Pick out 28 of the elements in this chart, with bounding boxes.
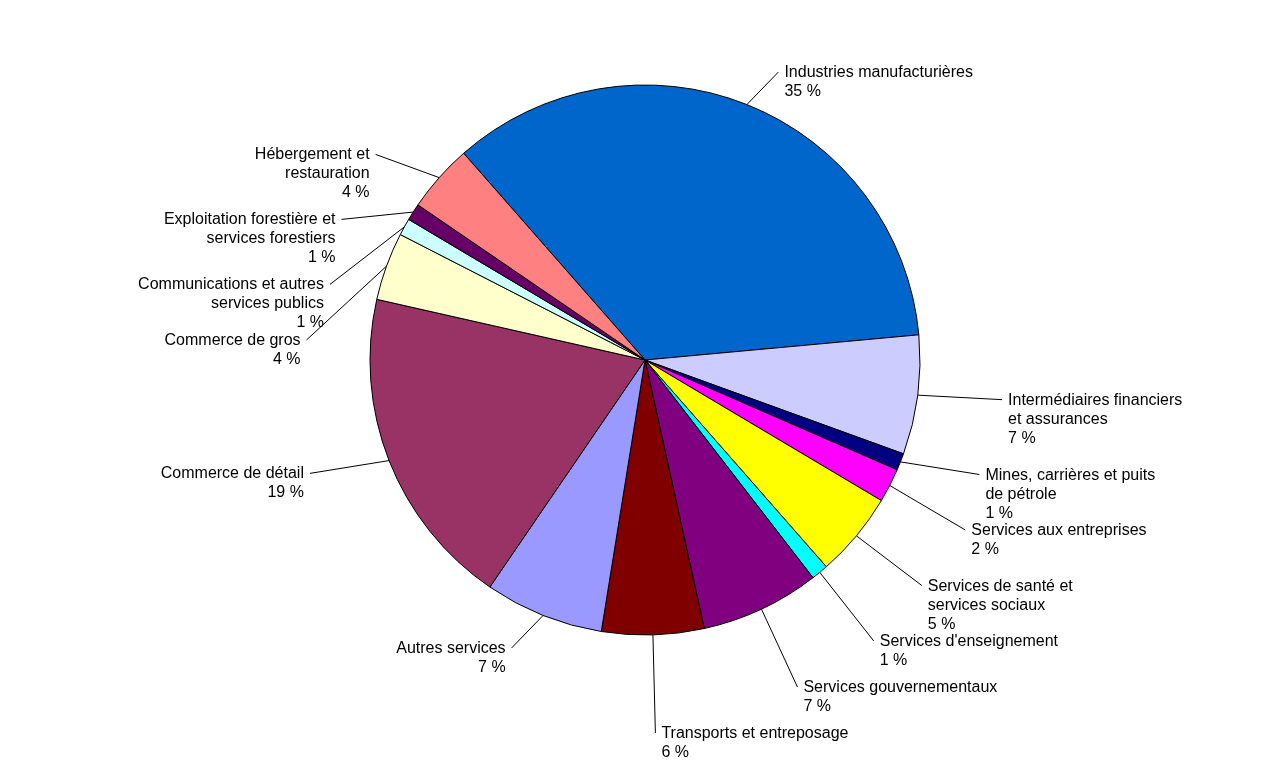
data-label: 7 % <box>478 657 506 675</box>
slice-label: Services de santé et services sociaux <box>927 576 1074 613</box>
data-label: 1 % <box>879 651 908 668</box>
slice-label: Commerce de gros <box>164 330 301 348</box>
data-label: 2 % <box>971 540 999 557</box>
slice-label: Industries manufacturières <box>784 63 973 81</box>
data-label: 1 % <box>296 313 324 331</box>
slice-label: Hébergement et restauration <box>254 145 371 182</box>
data-label: 5 % <box>927 614 956 632</box>
data-label: 7 % <box>1008 428 1036 446</box>
slice-label: Services d'enseignement <box>879 632 1059 649</box>
slice-label: Services aux entreprises <box>971 521 1147 538</box>
slice-label: Communications et autres services publics <box>138 275 324 312</box>
slice-label: Exploitation forestière et services forestiers <box>163 210 337 247</box>
slice-label: Transports et entreposage <box>661 724 849 741</box>
slice-label: Autres services <box>396 638 506 656</box>
slice-label: Mines, carrières et puits de pétrole <box>985 465 1156 502</box>
data-label: 1 % <box>985 503 1013 521</box>
slice-label: Intermédiaires financiers et assurances <box>1008 390 1183 427</box>
slice-label: Services gouvernementaux <box>803 678 998 695</box>
data-label: 19 % <box>267 483 304 501</box>
data-label: 4 % <box>341 183 370 201</box>
slice-label: Commerce de détail <box>160 464 304 482</box>
data-label: 7 % <box>803 697 832 714</box>
data-label: 35 % <box>784 82 821 100</box>
data-label: 1 % <box>307 248 336 266</box>
data-label: 6 % <box>661 743 689 760</box>
data-label: 4 % <box>273 349 301 367</box>
